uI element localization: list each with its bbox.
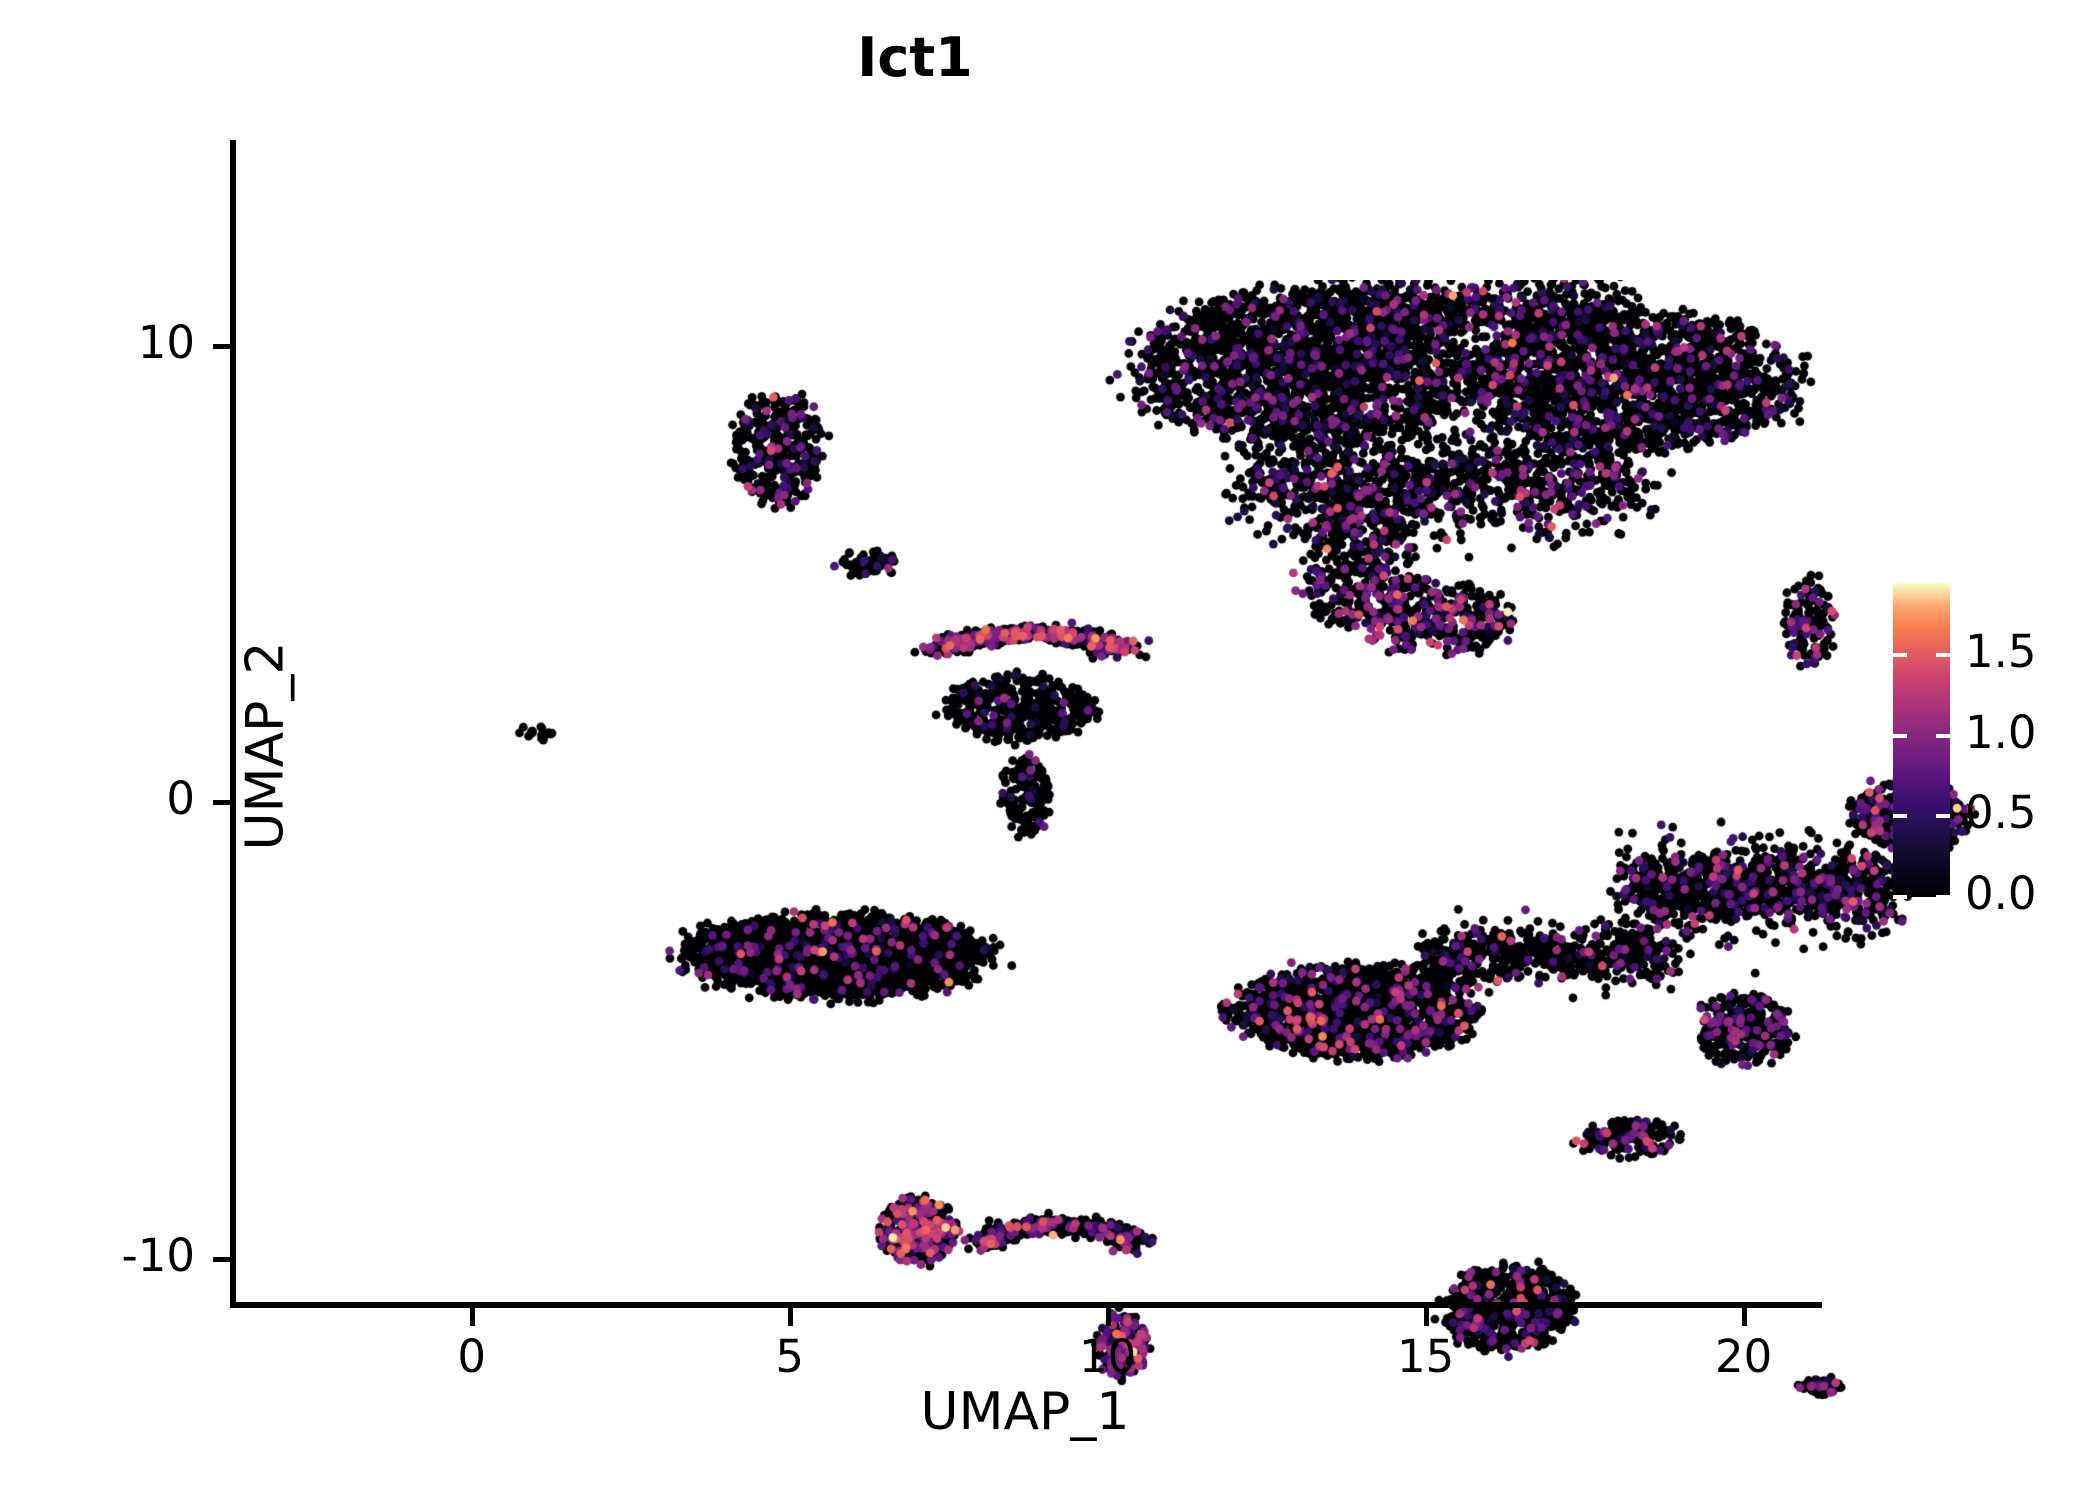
x-tick-label: 15	[1397, 1330, 1455, 1383]
x-axis-label: UMAP_1	[920, 1382, 1130, 1442]
y-tick-mark	[213, 343, 231, 349]
y-tick-label: 0	[166, 772, 195, 826]
page-title: Ict1	[857, 26, 973, 89]
x-tick-mark	[1423, 1308, 1429, 1326]
colorbar-tick-mark	[1936, 814, 1950, 819]
x-tick-mark	[469, 1308, 475, 1326]
colorbar-tick-label: 1.0	[1965, 705, 2037, 759]
scatter-points-canvas	[460, 280, 2050, 1445]
x-tick-mark	[1741, 1308, 1747, 1326]
colorbar-tick-mark	[1893, 814, 1907, 819]
y-axis-label: UMAP_2	[235, 641, 296, 851]
colorbar-tick-mark	[1893, 653, 1907, 658]
colorbar-tick-mark	[1893, 733, 1907, 738]
x-tick-label: 5	[775, 1330, 804, 1383]
y-axis-spine	[230, 140, 236, 1308]
x-tick-mark	[787, 1308, 793, 1326]
x-tick-mark	[1105, 1308, 1111, 1326]
y-tick-label: -10	[121, 1229, 196, 1283]
y-tick-label: 10	[137, 315, 195, 369]
colorbar-gradient	[1893, 583, 1950, 897]
x-tick-label: 10	[1079, 1330, 1137, 1383]
plot-area	[230, 140, 2050, 1445]
colorbar-tick-mark	[1936, 733, 1950, 738]
x-axis-spine	[230, 1302, 1822, 1308]
scatter-canvas-container	[460, 280, 2050, 1445]
y-tick-mark	[213, 800, 231, 806]
y-tick-mark	[213, 1257, 231, 1263]
x-tick-label: 20	[1715, 1330, 1773, 1383]
x-tick-label: 0	[457, 1330, 486, 1383]
colorbar-tick-mark	[1893, 895, 1907, 899]
colorbar-tick-label: 0.0	[1965, 867, 2037, 920]
colorbar-tick-label: 0.5	[1965, 786, 2037, 840]
colorbar-tick-mark	[1936, 895, 1950, 899]
colorbar-tick-label: 1.5	[1965, 625, 2037, 679]
colorbar: 1.5 1.0 0.5 0.0	[1893, 583, 2093, 920]
colorbar-tick-mark	[1936, 653, 1950, 658]
